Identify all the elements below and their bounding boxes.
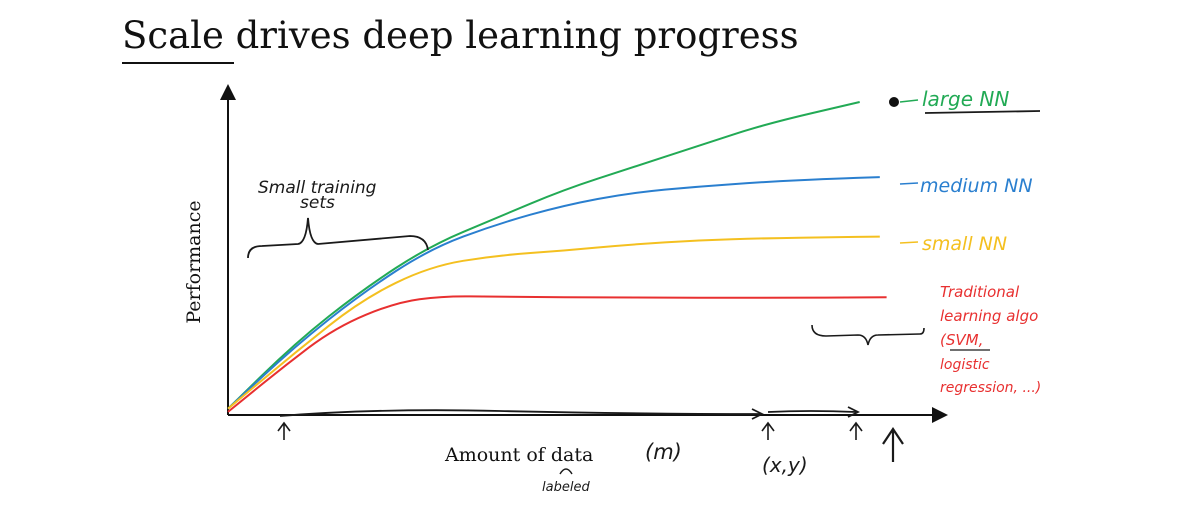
small-training-sets-brace — [247, 217, 429, 259]
label-medium-nn: medium NN — [920, 175, 1033, 197]
x-axis-label: Amount of data — [444, 444, 593, 466]
medium-nn-leader — [899, 182, 919, 185]
x-marker-arrow-4 — [882, 427, 904, 462]
data-range-arrow-2 — [847, 406, 861, 418]
large-nn-leader — [899, 99, 919, 103]
small-nn-leader — [899, 241, 919, 244]
data-range-stroke-1 — [279, 409, 761, 417]
traditional-plateau-brace — [811, 324, 925, 346]
series-line-traditional — [227, 295, 887, 413]
label-traditional-line-2: learning algo — [940, 307, 1038, 325]
label-small-nn: small NN — [922, 233, 1007, 255]
annotation-m: (m) — [645, 440, 682, 464]
series-group — [227, 101, 887, 413]
data-range-arrow-1 — [751, 408, 765, 420]
annotation-xy: (x,y) — [762, 453, 808, 477]
label-traditional: Traditional learning algo (SVM, logistic… — [940, 283, 1041, 396]
large-nn-endpoint-dot — [889, 97, 899, 107]
small-training-sets-text-1: Small training — [258, 178, 377, 198]
title-underline — [122, 62, 234, 64]
label-traditional-line-4: logistic — [940, 357, 990, 373]
title-scale-word: Scale — [122, 14, 224, 57]
annotation-labeled: labeled — [542, 480, 590, 495]
x-marker-arrow-1 — [277, 421, 291, 440]
series-line-small-nn — [227, 235, 880, 410]
small-training-sets-text-2: sets — [300, 193, 335, 213]
label-traditional-line-3: (SVM, — [940, 331, 983, 349]
data-range-stroke-2 — [767, 410, 857, 413]
label-traditional-line-1: Traditional — [940, 283, 1020, 301]
label-large-nn-underline — [924, 110, 1041, 114]
labeled-caret — [559, 468, 573, 475]
x-marker-arrow-2 — [761, 421, 775, 440]
series-line-medium-nn — [227, 176, 880, 410]
label-traditional-line-5: regression, ...) — [940, 380, 1041, 396]
series-line-large-nn — [227, 101, 861, 410]
title-rest: drives deep learning progress — [223, 14, 799, 57]
x-marker-arrow-3 — [849, 421, 863, 440]
slide-title: Scale drives deep learning progress — [122, 14, 799, 57]
y-axis-label: Performance — [183, 200, 205, 323]
label-large-nn: large NN — [922, 87, 1009, 111]
